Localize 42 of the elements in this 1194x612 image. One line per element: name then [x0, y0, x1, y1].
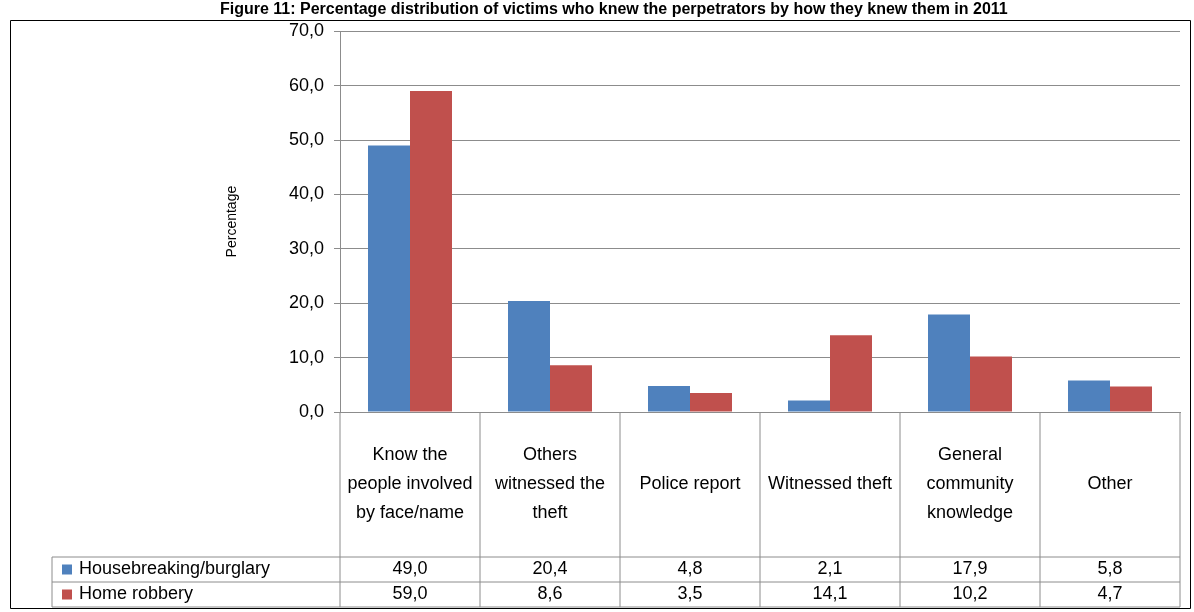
y-tick-label: 10,0	[288, 346, 324, 367]
data-label: 4,7	[1097, 583, 1123, 604]
x-tick-label: Witnessed theft	[767, 473, 893, 494]
y-axis-title: Percentage	[223, 185, 240, 258]
x-tick-label: Know the people involved by face/name	[347, 444, 473, 523]
data-label: 49,0	[392, 558, 428, 579]
x-tick-label: General community knowledge	[926, 444, 1014, 523]
y-tick-label: 70,0	[288, 20, 324, 41]
bar	[1110, 386, 1152, 412]
data-label: 20,4	[532, 558, 568, 579]
bar	[368, 145, 410, 412]
data-label: 10,2	[952, 583, 988, 604]
data-label: 14,1	[812, 583, 848, 604]
data-label: 17,9	[952, 558, 988, 579]
y-tick-label: 40,0	[288, 183, 324, 204]
data-label: 2,1	[817, 558, 843, 579]
x-tick-label: Police report	[639, 473, 741, 494]
bar	[970, 356, 1012, 412]
bar	[550, 365, 592, 412]
data-label: 4,8	[677, 558, 703, 579]
x-tick-label: Others witnessed the theft	[493, 444, 606, 523]
legend-label: Home robbery	[79, 583, 194, 604]
bar	[648, 385, 690, 412]
legend-label: Housebreaking/burglary	[79, 558, 271, 579]
chart-title: Figure 11: Percentage distribution of victims who knew the perpetrators by how they knew them in 2011	[220, 0, 1008, 18]
bar	[410, 91, 452, 412]
bar	[1068, 380, 1110, 412]
y-tick-label: 20,0	[288, 292, 324, 313]
bar	[508, 301, 550, 412]
data-label: 3,5	[677, 583, 703, 604]
y-tick-label: 60,0	[288, 74, 324, 95]
data-label: 5,8	[1097, 558, 1123, 579]
y-tick-label: 0,0	[298, 400, 324, 421]
bar	[928, 314, 970, 412]
bar	[830, 335, 872, 412]
data-label: 59,0	[392, 583, 428, 604]
data-label: 8,6	[537, 583, 563, 604]
bar	[788, 400, 830, 412]
y-tick-label: 30,0	[288, 237, 324, 258]
bar	[690, 392, 732, 412]
x-tick-label: Other	[1087, 473, 1133, 494]
y-tick-label: 50,0	[288, 128, 324, 149]
